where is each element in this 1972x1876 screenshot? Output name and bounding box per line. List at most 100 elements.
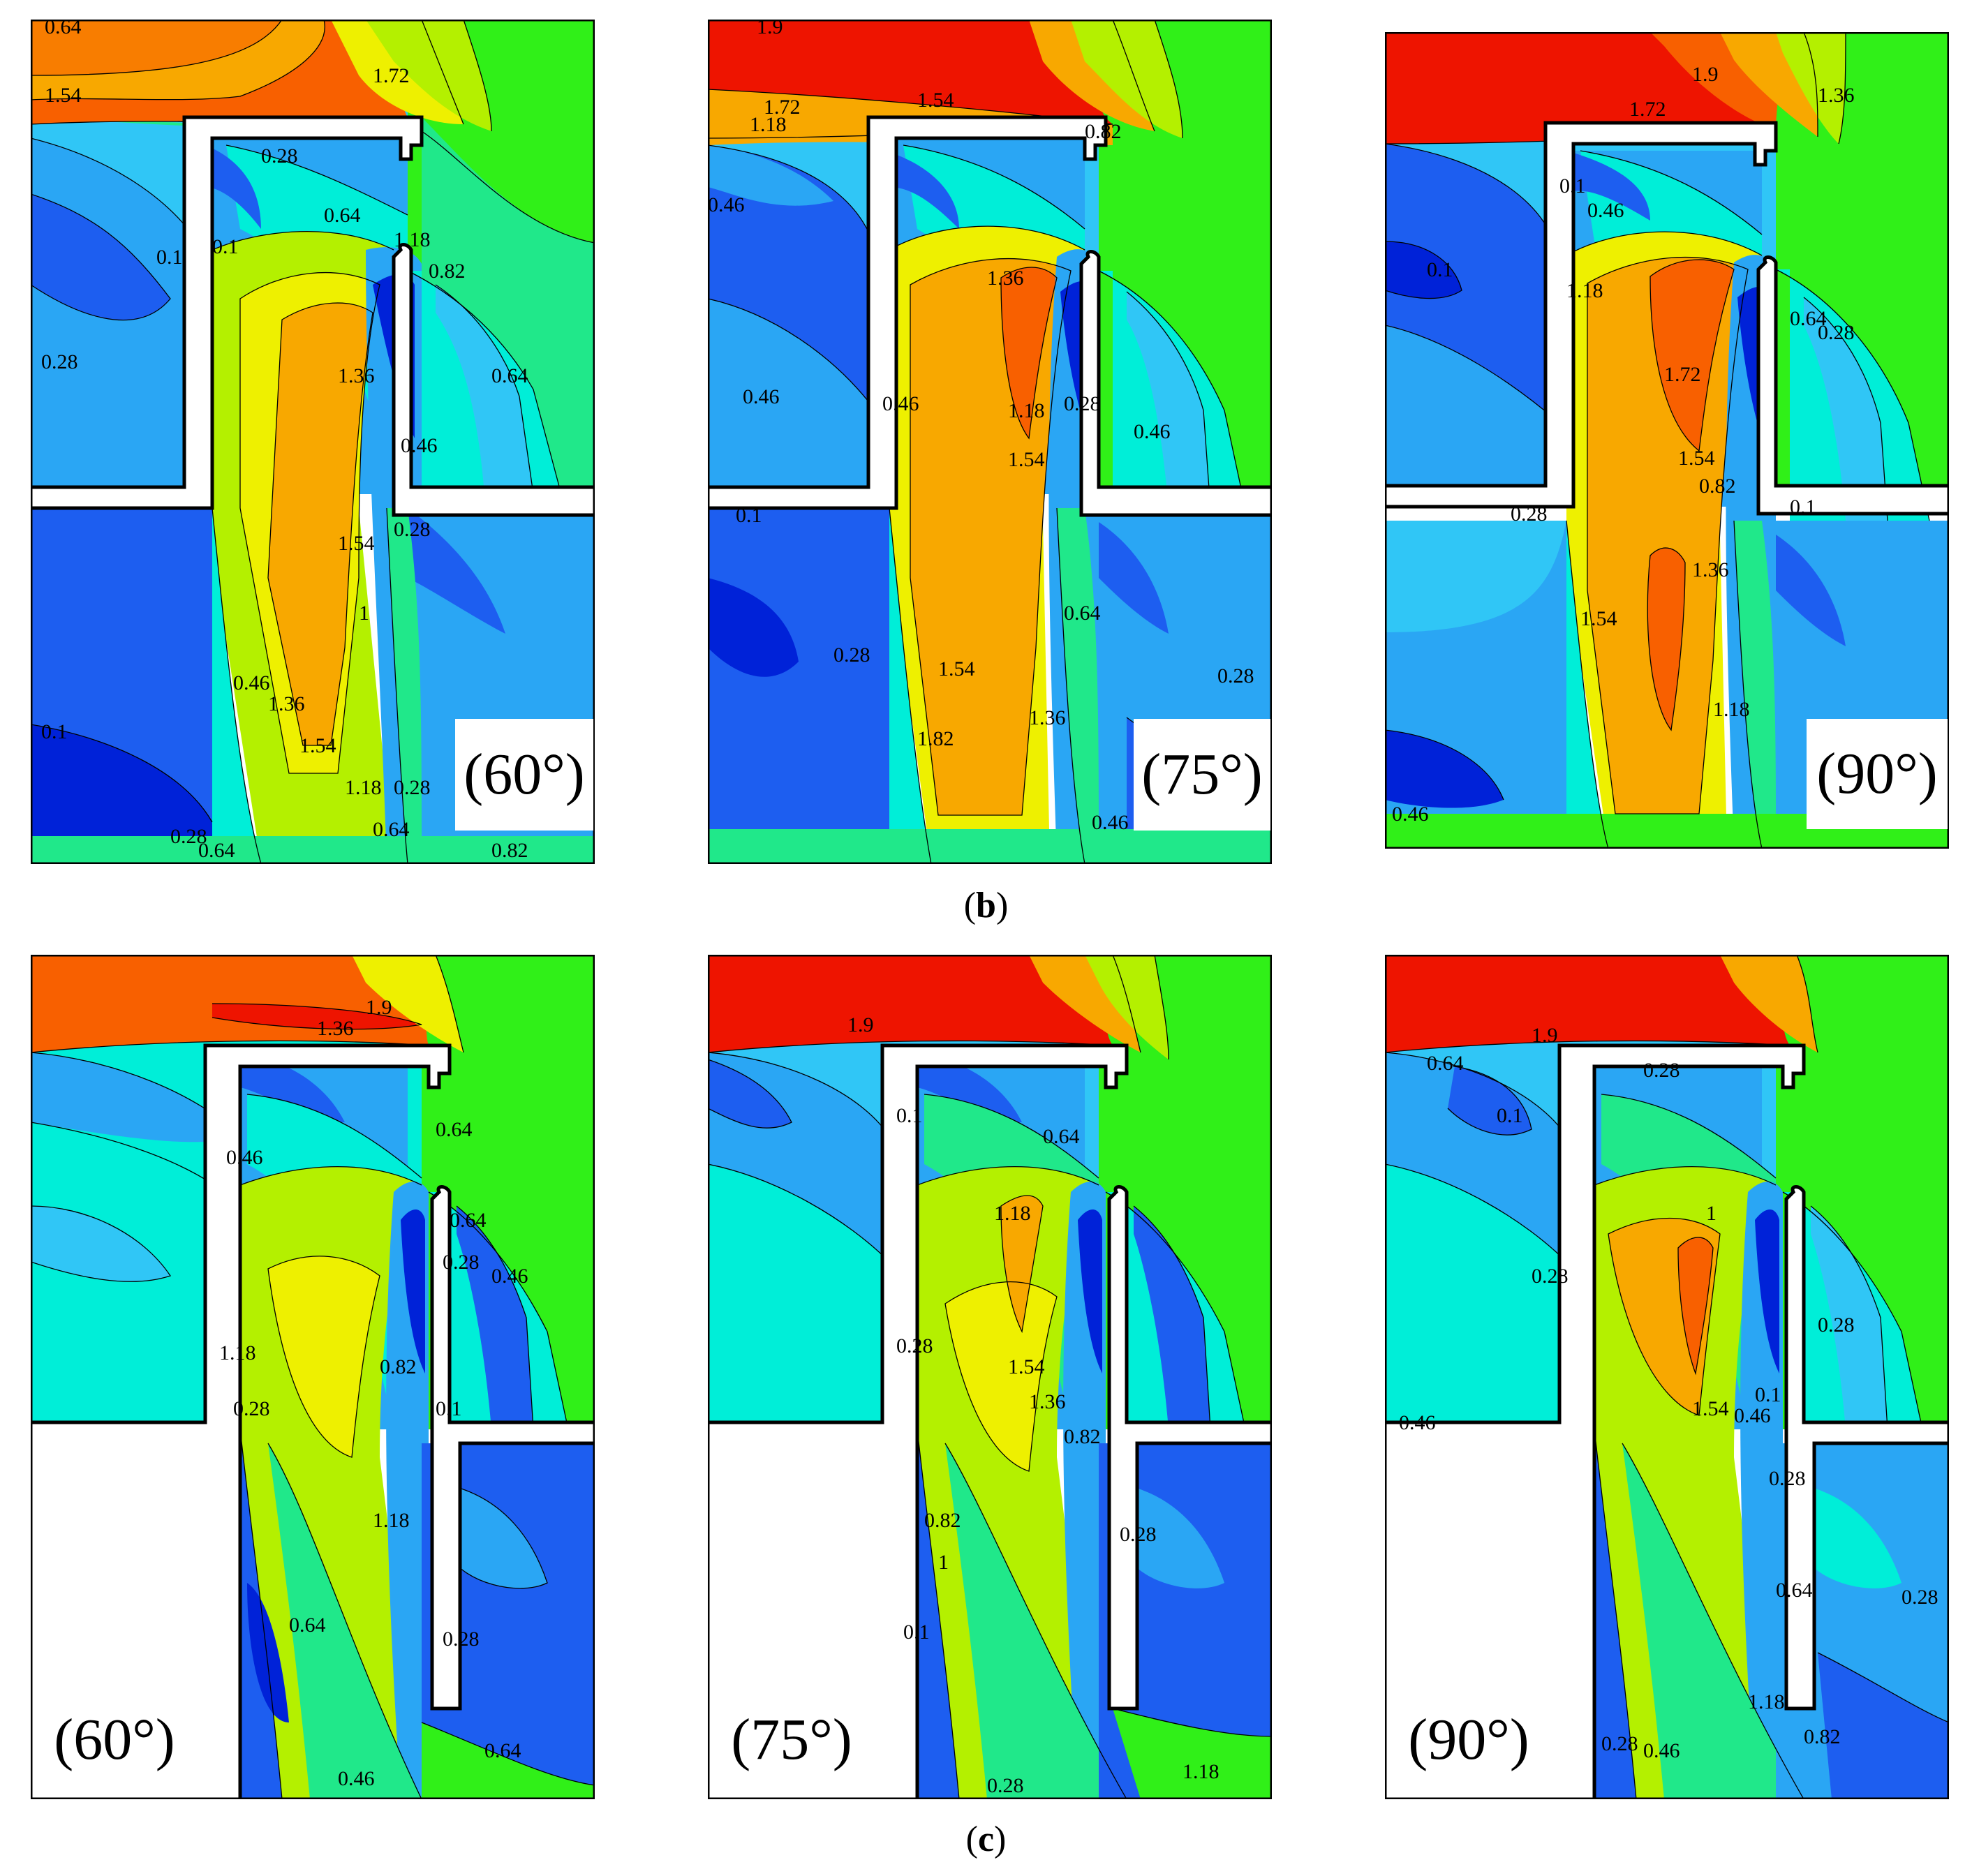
svg-text:1.54: 1.54 (1678, 447, 1715, 470)
svg-text:1.54: 1.54 (938, 657, 975, 680)
svg-text:0.64: 0.64 (1790, 307, 1827, 330)
svg-text:0.1: 0.1 (1427, 258, 1453, 281)
svg-text:1.9: 1.9 (366, 996, 392, 1019)
svg-text:0.46: 0.46 (1134, 420, 1171, 443)
angle-label: (90°) (1807, 719, 1948, 829)
svg-text:0.28: 0.28 (261, 144, 298, 168)
contour-plot: 1.9 0.64 0.28 0.1 0.28 1 0.28 1.54 0.46 … (1385, 955, 1949, 1799)
contour-plot: 1.9 1.36 1.72 0.1 0.46 0.1 1.18 0.28 0.6… (1385, 32, 1949, 849)
svg-text:1.36: 1.36 (987, 267, 1024, 290)
svg-text:1.72: 1.72 (1629, 98, 1666, 121)
svg-text:1.18: 1.18 (1713, 698, 1750, 721)
svg-text:0.64: 0.64 (450, 1209, 487, 1232)
svg-text:1.9: 1.9 (847, 1013, 874, 1036)
svg-text:0.46: 0.46 (401, 434, 438, 457)
svg-text:0.28: 0.28 (443, 1628, 480, 1651)
svg-text:1: 1 (938, 1551, 949, 1574)
svg-text:0.28: 0.28 (833, 643, 870, 667)
svg-text:0.46: 0.46 (708, 193, 745, 216)
svg-text:0.64: 0.64 (1064, 602, 1101, 625)
svg-text:0.46: 0.46 (233, 671, 270, 694)
svg-text:0.82: 0.82 (1699, 475, 1736, 498)
svg-text:0.64: 0.64 (289, 1614, 326, 1637)
svg-text:0.28: 0.28 (1064, 392, 1101, 415)
svg-text:0.1: 0.1 (436, 1397, 462, 1420)
contour-plot: 1.9 0.1 0.64 1.18 0.28 1.54 1.36 0.82 0.… (708, 955, 1272, 1799)
svg-text:1.36: 1.36 (1692, 558, 1729, 581)
svg-text:1.36: 1.36 (1029, 1390, 1066, 1413)
svg-text:0.1: 0.1 (1497, 1104, 1523, 1127)
svg-text:0.82: 0.82 (491, 839, 528, 862)
contour-panel-b-60: 0.64 1.54 1.72 0.28 0.64 1.18 0.82 0.1 0… (31, 20, 595, 864)
svg-text:1.72: 1.72 (1664, 363, 1701, 386)
svg-text:0.64: 0.64 (1043, 1125, 1080, 1148)
svg-text:0.82: 0.82 (1085, 120, 1122, 143)
svg-text:0.64: 0.64 (324, 204, 361, 227)
svg-text:0.28: 0.28 (1217, 664, 1254, 687)
svg-text:0.46: 0.46 (338, 1767, 375, 1790)
svg-text:0.1: 0.1 (1755, 1383, 1781, 1406)
svg-text:1.82: 1.82 (917, 727, 954, 750)
angle-label: (75°) (722, 1695, 861, 1785)
svg-text:1.54: 1.54 (1580, 607, 1617, 630)
svg-text:0.46: 0.46 (491, 1265, 528, 1288)
svg-text:0.82: 0.82 (924, 1509, 961, 1532)
svg-text:0.28: 0.28 (1601, 1732, 1638, 1755)
svg-text:0.64: 0.64 (1776, 1579, 1813, 1602)
svg-text:0.82: 0.82 (1804, 1725, 1841, 1748)
contour-labels: 0.64 1.54 1.72 0.28 0.64 1.18 0.82 0.1 0… (41, 20, 528, 862)
svg-text:0.1: 0.1 (212, 235, 239, 258)
contour-panel-c-90: 1.9 0.64 0.28 0.1 0.28 1 0.28 1.54 0.46 … (1385, 955, 1949, 1799)
svg-text:0.1: 0.1 (736, 504, 762, 527)
svg-text:0.64: 0.64 (1427, 1052, 1464, 1075)
svg-text:0.28: 0.28 (1643, 1059, 1680, 1082)
svg-text:0.1: 0.1 (896, 1104, 923, 1127)
svg-text:0.46: 0.46 (1399, 1411, 1436, 1434)
svg-text:1.18: 1.18 (219, 1341, 256, 1364)
svg-text:0.64: 0.64 (436, 1118, 473, 1141)
svg-text:0.28: 0.28 (1769, 1467, 1806, 1490)
angle-label: (90°) (1399, 1695, 1539, 1785)
angle-label: (75°) (1134, 719, 1270, 831)
svg-text:1.54: 1.54 (917, 89, 954, 112)
svg-text:0.46: 0.46 (1643, 1739, 1680, 1762)
svg-text:0.46: 0.46 (1092, 811, 1129, 834)
angle-label: (60°) (45, 1695, 184, 1785)
svg-text:1: 1 (1706, 1202, 1717, 1225)
contour-plot: 0.64 1.54 1.72 0.28 0.64 1.18 0.82 0.1 0… (31, 20, 595, 864)
svg-text:0.82: 0.82 (380, 1355, 417, 1378)
svg-text:0.28: 0.28 (987, 1774, 1024, 1797)
svg-text:0.28: 0.28 (443, 1251, 480, 1274)
svg-text:0.64: 0.64 (484, 1739, 521, 1762)
svg-text:0.28: 0.28 (233, 1397, 270, 1420)
svg-text:0.46: 0.46 (1587, 199, 1624, 222)
svg-text:0.64: 0.64 (491, 364, 528, 387)
contour-plot: 1.9 1.36 0.64 0.46 0.64 0.28 0.46 0.82 1… (31, 955, 595, 1799)
svg-text:0.28: 0.28 (1901, 1586, 1938, 1609)
contour-panel-c-75: 1.9 0.1 0.64 1.18 0.28 1.54 1.36 0.82 0.… (708, 955, 1272, 1799)
svg-text:0.46: 0.46 (1392, 803, 1429, 826)
svg-text:1.36: 1.36 (1029, 706, 1066, 729)
svg-text:0.28: 0.28 (170, 825, 207, 848)
svg-text:0.64: 0.64 (198, 839, 235, 862)
svg-text:0.46: 0.46 (882, 392, 919, 415)
svg-text:0.1: 0.1 (903, 1621, 930, 1644)
svg-text:0.28: 0.28 (896, 1334, 933, 1357)
svg-text:1.54: 1.54 (338, 532, 375, 555)
svg-text:0.28: 0.28 (1511, 502, 1548, 526)
svg-text:0.28: 0.28 (41, 350, 78, 373)
svg-text:1.18: 1.18 (1183, 1760, 1219, 1783)
svg-text:0.64: 0.64 (45, 20, 82, 38)
caption-c: (c) (965, 1819, 1007, 1859)
svg-text:1.54: 1.54 (1008, 1355, 1045, 1378)
svg-text:0.1: 0.1 (1559, 174, 1586, 198)
svg-text:1: 1 (359, 602, 369, 625)
svg-text:0.28: 0.28 (1818, 1313, 1855, 1337)
svg-text:1.18: 1.18 (1566, 279, 1603, 302)
contour-panel-c-60: 1.9 1.36 0.64 0.46 0.64 0.28 0.46 0.82 1… (31, 955, 595, 1799)
svg-text:0.28: 0.28 (1120, 1523, 1157, 1546)
geometry-walls (31, 115, 595, 517)
svg-text:1.18: 1.18 (345, 776, 382, 799)
angle-label: (60°) (455, 719, 593, 831)
svg-text:1.36: 1.36 (268, 692, 305, 715)
